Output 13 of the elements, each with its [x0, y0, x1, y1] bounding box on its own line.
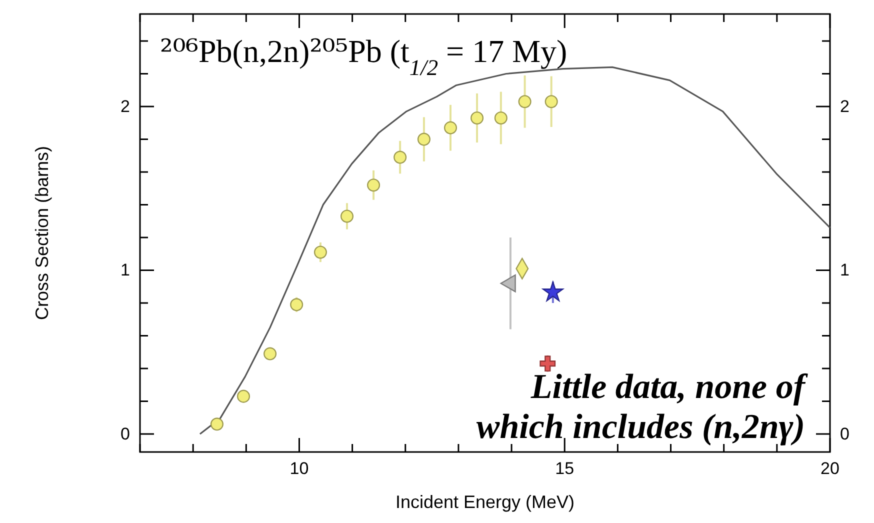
y-axis-title: Cross Section (barns): [32, 146, 52, 320]
y2-tick-label: 0: [840, 424, 850, 444]
y-tick-label: 1: [120, 260, 130, 280]
x-tick-label: 10: [290, 459, 309, 478]
y-tick-label: 0: [120, 424, 130, 444]
annotation: Little data, none of which includes (n,2nγ): [476, 367, 808, 446]
text: ²⁰⁶Pb(n,2n)²⁰⁵Pb (t$_{1/2}$ = 17 My): [160, 32, 568, 80]
y2-tick-label: 1: [840, 260, 850, 280]
y2-tick-label: 2: [840, 96, 850, 116]
y-tick-label: 2: [120, 96, 130, 116]
x-axis-title: Incident Energy (MeV): [395, 492, 575, 512]
x-tick-label: 20: [820, 459, 840, 478]
x-tick-label: 15: [555, 459, 574, 478]
